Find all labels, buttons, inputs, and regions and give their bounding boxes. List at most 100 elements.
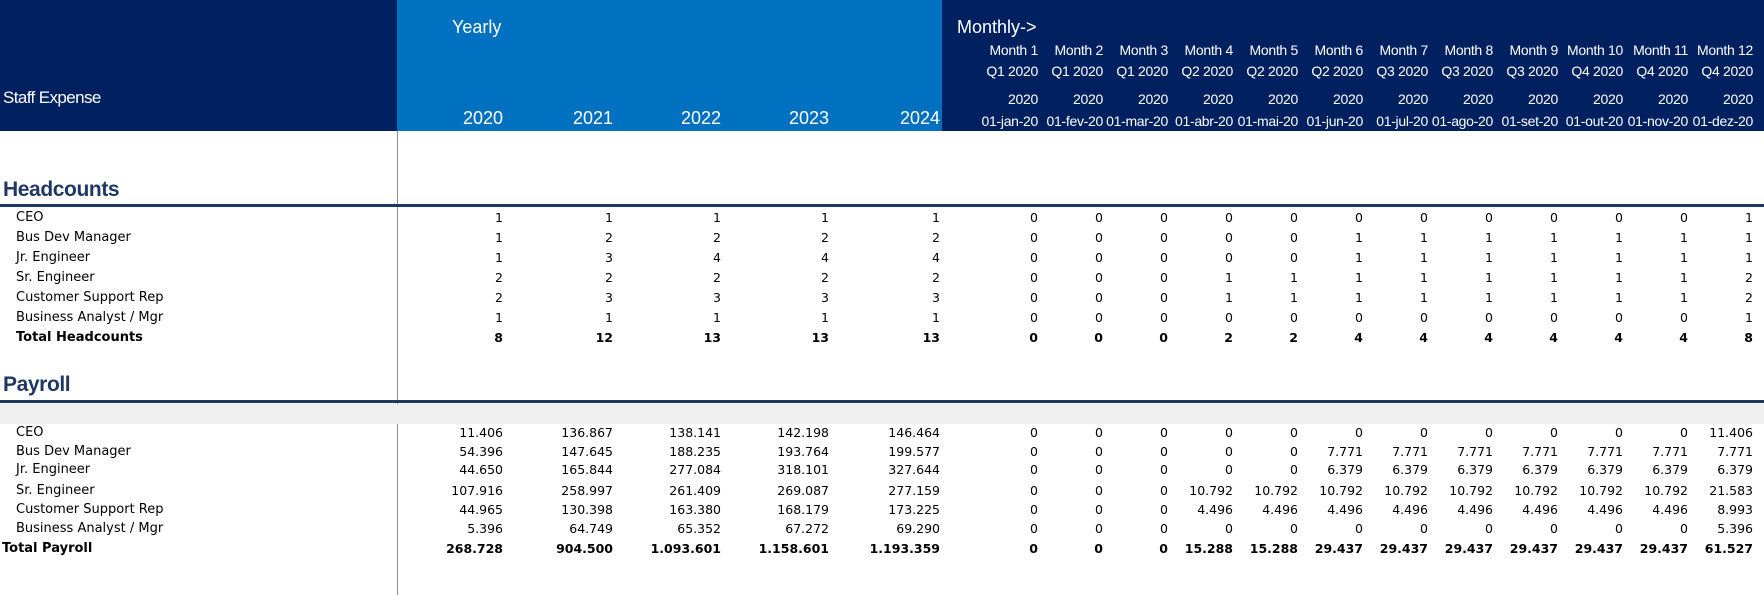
month-column-header[interactable]: Q3 2020 [1441,63,1493,79]
headcount-row-monthly-cell[interactable]: 1 [1680,270,1688,285]
headcount-row-yearly-cell[interactable]: 3 [821,290,829,305]
payroll-row-monthly-cell[interactable]: 0 [1485,521,1493,536]
yearly-header[interactable]: Yearly [452,17,502,37]
headcount-row-yearly-cell[interactable]: 1 [495,250,503,265]
month-column-header[interactable]: Month 7 [1379,42,1429,58]
headcount-row-monthly-cell[interactable]: 0 [1225,230,1233,245]
payroll-row-yearly-cell[interactable]: 44.650 [459,462,503,477]
payroll-row-monthly-cell[interactable]: 0 [1160,483,1168,498]
payroll-row-yearly-cell[interactable]: 138.141 [669,425,721,440]
headcount-row-monthly-cell[interactable]: 0 [1615,310,1623,325]
headcount-row-yearly-cell[interactable]: 1 [495,230,503,245]
section-title-payroll[interactable]: Payroll [3,373,71,396]
payroll-row-monthly-cell[interactable]: 0 [1355,425,1363,440]
month-column-header[interactable]: 2020 [1658,91,1688,107]
payroll-total-row-monthly-cell[interactable]: 29.437 [1574,541,1623,556]
payroll-row-monthly-cell[interactable]: 0 [1420,521,1428,536]
payroll-row-label[interactable]: Sr. Engineer [16,483,95,498]
month-column-header[interactable]: 2020 [1398,91,1428,107]
payroll-row-yearly-cell[interactable]: 65.352 [677,521,721,536]
headcount-row-yearly-cell[interactable]: 1 [713,210,721,225]
headcount-row-monthly-cell[interactable]: 0 [1030,290,1038,305]
month-column-header[interactable]: 2020 [1268,91,1298,107]
headcount-row-monthly-cell[interactable]: 1 [1615,230,1623,245]
month-column-header[interactable]: Month 1 [989,42,1039,58]
headcount-row-monthly-cell[interactable]: 0 [1095,230,1103,245]
year-column-header[interactable]: 2023 [788,108,829,128]
year-column-header[interactable]: 2020 [462,108,503,128]
headcount-row-monthly-cell[interactable]: 1 [1485,290,1493,305]
month-column-header[interactable]: Q1 2020 [1051,63,1103,79]
payroll-row-monthly-cell[interactable]: 10.792 [1189,483,1233,498]
headcount-row-yearly-cell[interactable]: 2 [821,230,829,245]
month-column-header[interactable]: 01-fev-20 [1046,113,1104,129]
payroll-row-monthly-cell[interactable]: 4.496 [1197,502,1233,517]
year-column-header[interactable]: 2021 [572,108,613,128]
headcount-row-yearly-cell[interactable]: 2 [495,270,503,285]
payroll-row-yearly-cell[interactable]: 258.997 [561,483,613,498]
headcount-row-yearly-cell[interactable]: 2 [932,230,940,245]
payroll-row-label[interactable]: Bus Dev Manager [16,444,131,459]
headcount-row-monthly-cell[interactable]: 0 [1485,210,1493,225]
payroll-row-yearly-cell[interactable]: 261.409 [669,483,721,498]
payroll-row-yearly-cell[interactable]: 67.272 [785,521,829,536]
payroll-row-yearly-cell[interactable]: 44.965 [459,502,503,517]
headcount-row-yearly-cell[interactable]: 4 [713,250,721,265]
month-column-header[interactable]: Q3 2020 [1506,63,1558,79]
payroll-row-monthly-cell[interactable]: 0 [1420,425,1428,440]
headcount-total-row-monthly-cell[interactable]: 4 [1484,330,1493,345]
headcount-row-monthly-cell[interactable]: 1 [1680,290,1688,305]
month-column-header[interactable]: 2020 [1073,91,1103,107]
payroll-row-monthly-cell[interactable]: 10.792 [1514,483,1558,498]
headcount-row-monthly-cell[interactable]: 0 [1420,310,1428,325]
payroll-row-monthly-cell[interactable]: 0 [1615,425,1623,440]
payroll-row-yearly-cell[interactable]: 163.380 [669,502,721,517]
headcount-row-monthly-cell[interactable]: 0 [1290,250,1298,265]
month-column-header[interactable]: Month 8 [1444,42,1494,58]
headcount-row-yearly-cell[interactable]: 1 [495,310,503,325]
headcount-total-row-monthly-cell[interactable]: 0 [1159,330,1168,345]
headcount-row-yearly-cell[interactable]: 1 [821,310,829,325]
payroll-row-monthly-cell[interactable]: 6.379 [1327,462,1363,477]
payroll-total-row-monthly-cell[interactable]: 0 [1094,541,1103,556]
payroll-row-yearly-cell[interactable]: 142.198 [777,425,829,440]
headcount-row-monthly-cell[interactable]: 1 [1485,230,1493,245]
payroll-row-monthly-cell[interactable]: 0 [1095,444,1103,459]
payroll-row-label[interactable]: Jr. Engineer [16,462,91,477]
payroll-row-monthly-cell[interactable]: 0 [1095,502,1103,517]
payroll-row-yearly-cell[interactable]: 269.087 [777,483,829,498]
payroll-row-monthly-cell[interactable]: 6.379 [1457,462,1493,477]
payroll-row-monthly-cell[interactable]: 0 [1030,483,1038,498]
headcount-row-monthly-cell[interactable]: 1 [1225,290,1233,305]
headcount-row-monthly-cell[interactable]: 1 [1355,290,1363,305]
headcount-row-label[interactable]: Customer Support Rep [16,290,164,305]
payroll-row-monthly-cell[interactable]: 0 [1030,502,1038,517]
headcount-row-monthly-cell[interactable]: 1 [1355,250,1363,265]
payroll-row-yearly-cell[interactable]: 327.644 [888,462,940,477]
month-column-header[interactable]: Month 2 [1054,42,1104,58]
payroll-row-monthly-cell[interactable]: 4.496 [1522,502,1558,517]
payroll-row-yearly-cell[interactable]: 173.225 [888,502,940,517]
headcount-row-monthly-cell[interactable]: 1 [1745,310,1753,325]
headcount-row-monthly-cell[interactable]: 0 [1095,210,1103,225]
headcount-row-yearly-cell[interactable]: 1 [932,310,940,325]
headcount-row-monthly-cell[interactable]: 0 [1160,290,1168,305]
headcount-row-monthly-cell[interactable]: 1 [1420,270,1428,285]
payroll-row-yearly-cell[interactable]: 188.235 [669,444,721,459]
payroll-row-yearly-cell[interactable]: 54.396 [459,444,503,459]
payroll-row-monthly-cell[interactable]: 0 [1030,521,1038,536]
headcount-row-monthly-cell[interactable]: 0 [1225,310,1233,325]
year-column-header[interactable]: 2024 [899,108,940,128]
payroll-row-monthly-cell[interactable]: 6.379 [1522,462,1558,477]
payroll-row-monthly-cell[interactable]: 7.771 [1652,444,1688,459]
headcount-row-monthly-cell[interactable]: 1 [1290,290,1298,305]
payroll-total-row-monthly-cell[interactable]: 15.288 [1184,541,1233,556]
payroll-row-monthly-cell[interactable]: 0 [1160,444,1168,459]
headcount-total-row-monthly-cell[interactable]: 4 [1419,330,1428,345]
headcount-row-monthly-cell[interactable]: 1 [1420,230,1428,245]
payroll-row-monthly-cell[interactable]: 0 [1160,521,1168,536]
headcount-row-monthly-cell[interactable]: 0 [1095,310,1103,325]
payroll-row-yearly-cell[interactable]: 130.398 [561,502,613,517]
payroll-row-yearly-cell[interactable]: 146.464 [888,425,940,440]
headcount-row-monthly-cell[interactable]: 1 [1615,250,1623,265]
